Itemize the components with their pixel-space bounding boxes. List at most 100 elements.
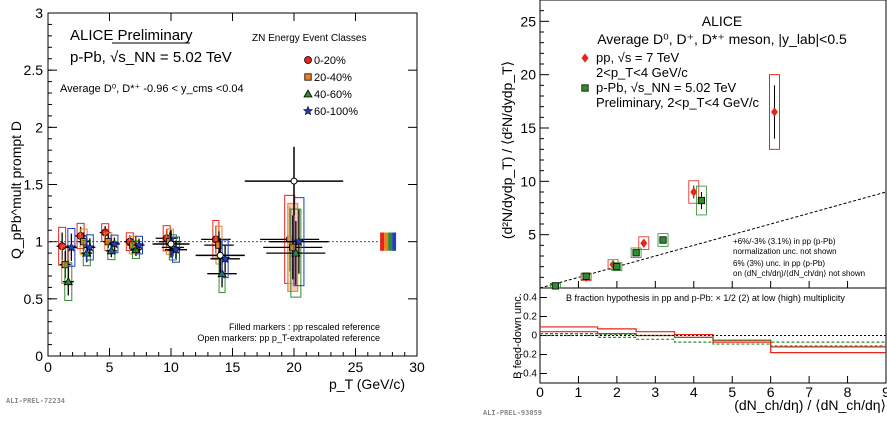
right-x-tick-label: 5 <box>728 384 736 400</box>
left-legend-marker <box>304 56 312 64</box>
right-legend-range: 2<p_T<4 GeV/c <box>596 65 688 80</box>
left-chart-selection: Average D⁰, D*⁺ -0.96 < y_cms <0.04 <box>60 83 244 95</box>
right-y-tick-label: 20 <box>520 67 536 83</box>
right-y-tick-label: 15 <box>520 120 536 136</box>
left-y-tick-label: 2.5 <box>24 62 44 78</box>
right-marker-square <box>582 272 590 280</box>
right-data-marks <box>539 74 887 354</box>
left-chart-title: ALICE Preliminary <box>70 27 193 44</box>
left-norm-band <box>384 232 389 251</box>
right-x-tick-label: 6 <box>767 384 775 400</box>
right-y-axis-label: (d²N/dydp_T) / ⟨d²N/dydp_T⟩ <box>499 61 515 239</box>
right-y-tick-label: 25 <box>520 13 536 29</box>
right-legend-marker <box>581 84 589 92</box>
right-note-4: on (dN_ch/dη)/⟨dN_ch/dη⟩ not shown <box>733 269 865 278</box>
left-legend-label: 40-60% <box>314 89 352 101</box>
right-bottom-y-tick-label: 0.2 <box>523 312 537 323</box>
right-chart-subtitle: Average D⁰, D⁺, D*⁺ meson, |y_lab|<0.5 <box>597 31 847 47</box>
right-systematic-box <box>630 247 642 259</box>
right-marker-square <box>613 263 621 271</box>
right-bfd-ppb-upper <box>540 333 886 343</box>
right-chart: 5 10 15 20 25 0 1 2 3 4 5 6 7 8 9 0.4 0.2 0 -0.2 -0.4 ALICE… <box>483 0 887 417</box>
left-marker-star <box>84 242 95 252</box>
right-marker-square <box>697 196 706 205</box>
right-systematic-box <box>611 262 623 272</box>
right-systematic-box <box>696 185 707 216</box>
left-legend-marker <box>303 89 313 98</box>
left-x-tick-label: 25 <box>348 359 364 375</box>
right-systematic-box <box>638 236 650 251</box>
left-y-tick-label: 0.5 <box>24 291 44 307</box>
left-marker-star <box>133 239 145 250</box>
left-legend: 0-20% 20-40% 40-60% 60-100% <box>302 55 358 118</box>
right-marker-diamond <box>771 107 779 117</box>
left-note-open: Open markers: pp p_T-extrapolated refere… <box>197 333 380 343</box>
left-marker-star <box>170 244 181 254</box>
left-open-marker <box>290 177 298 185</box>
left-norm-band <box>380 232 385 251</box>
right-bottom-y-tick-label: -0.2 <box>520 350 538 361</box>
left-y-tick-label: 1 <box>35 234 43 250</box>
right-x-tick-label: 8 <box>844 384 852 400</box>
right-x-tick-label: 0 <box>536 384 544 400</box>
left-marker-star <box>66 242 77 252</box>
left-data-marks <box>48 42 397 302</box>
right-bottom-y-tick-label: 0.4 <box>523 293 537 304</box>
left-open-marker <box>216 251 224 259</box>
right-marker-diamond <box>690 187 698 197</box>
left-x-axis-label: p_T (GeV/c) <box>329 376 405 392</box>
left-chart: 0 5 10 15 20 25 30 0 0.5 1 1.5 2 2.5 3 ALICE Prelimin… <box>6 5 425 405</box>
right-marker-diamond <box>640 238 648 248</box>
left-legend-title: ZN Energy Event Classes <box>252 33 367 44</box>
right-x-tick-label: 3 <box>651 384 659 400</box>
left-marker-star <box>293 236 304 246</box>
left-y-axis-label: Q_pPb^mult prompt D <box>8 121 24 259</box>
left-x-tick-label: 5 <box>106 359 114 375</box>
left-axis-ticks: 0 5 10 15 20 25 30 0 0.5 1 1.5 2 2.5 3 <box>24 5 425 375</box>
left-y-tick-label: 0 <box>35 348 43 364</box>
right-chart-title: ALICE <box>702 13 742 29</box>
right-legend-label: pp, √s = 7 TeV <box>596 50 679 65</box>
left-y-tick-label: 1.5 <box>24 177 44 193</box>
right-note-1: +6%/-3% (3.1%) in pp (p-Pb) <box>733 237 836 246</box>
right-y-tick-label: 10 <box>520 173 536 189</box>
left-marker-triangle <box>63 276 73 286</box>
left-x-tick-label: 30 <box>409 359 425 375</box>
right-legend-marker <box>581 53 589 63</box>
left-legend-label: 60-100% <box>314 106 358 118</box>
right-legend-range: Preliminary, 2<p_T<4 GeV/c <box>596 95 760 110</box>
right-x-tick-label: 9 <box>882 384 887 400</box>
left-marker-square <box>215 241 223 249</box>
right-marker-square <box>632 249 640 257</box>
right-y-tick-label: 5 <box>528 227 536 243</box>
left-legend-label: 0-20% <box>314 55 346 67</box>
right-bottom-y-tick-label: 0 <box>531 331 537 342</box>
right-bottom-y-tick-label: -0.4 <box>520 369 538 380</box>
right-watermark: ALI-PREL-93059 <box>483 409 542 417</box>
right-x-tick-label: 1 <box>575 384 583 400</box>
left-y-tick-label: 2 <box>35 119 43 135</box>
left-y-tick-label: 3 <box>35 5 43 21</box>
right-bottom-y-axis-label: B feed-down unc. <box>512 293 524 379</box>
left-x-tick-label: 20 <box>286 359 302 375</box>
right-systematic-box <box>769 74 781 150</box>
left-watermark: ALI-PREL-72234 <box>6 397 65 405</box>
left-marker-star <box>109 238 120 249</box>
left-x-tick-label: 0 <box>44 359 52 375</box>
left-norm-band <box>392 232 397 251</box>
right-x-tick-label: 7 <box>805 384 813 400</box>
right-marker-square <box>659 236 667 244</box>
left-chart-subtitle: p-Pb, √s_NN = 5.02 TeV <box>70 49 232 66</box>
right-bfd-text: B fraction hypothesis in pp and p-Pb: × … <box>566 293 845 303</box>
right-note-3: 6% (3%) unc. in pp (p-Pb) <box>733 259 825 268</box>
left-legend-label: 20-40% <box>314 72 352 84</box>
left-x-tick-label: 15 <box>225 359 241 375</box>
left-norm-band <box>388 232 393 251</box>
right-x-tick-label: 4 <box>690 384 698 400</box>
right-marker-square <box>551 282 559 290</box>
right-legend-label: p-Pb, √s_NN = 5.02 TeV <box>596 80 737 95</box>
left-legend-marker <box>304 73 312 81</box>
left-legend-marker <box>302 105 314 116</box>
